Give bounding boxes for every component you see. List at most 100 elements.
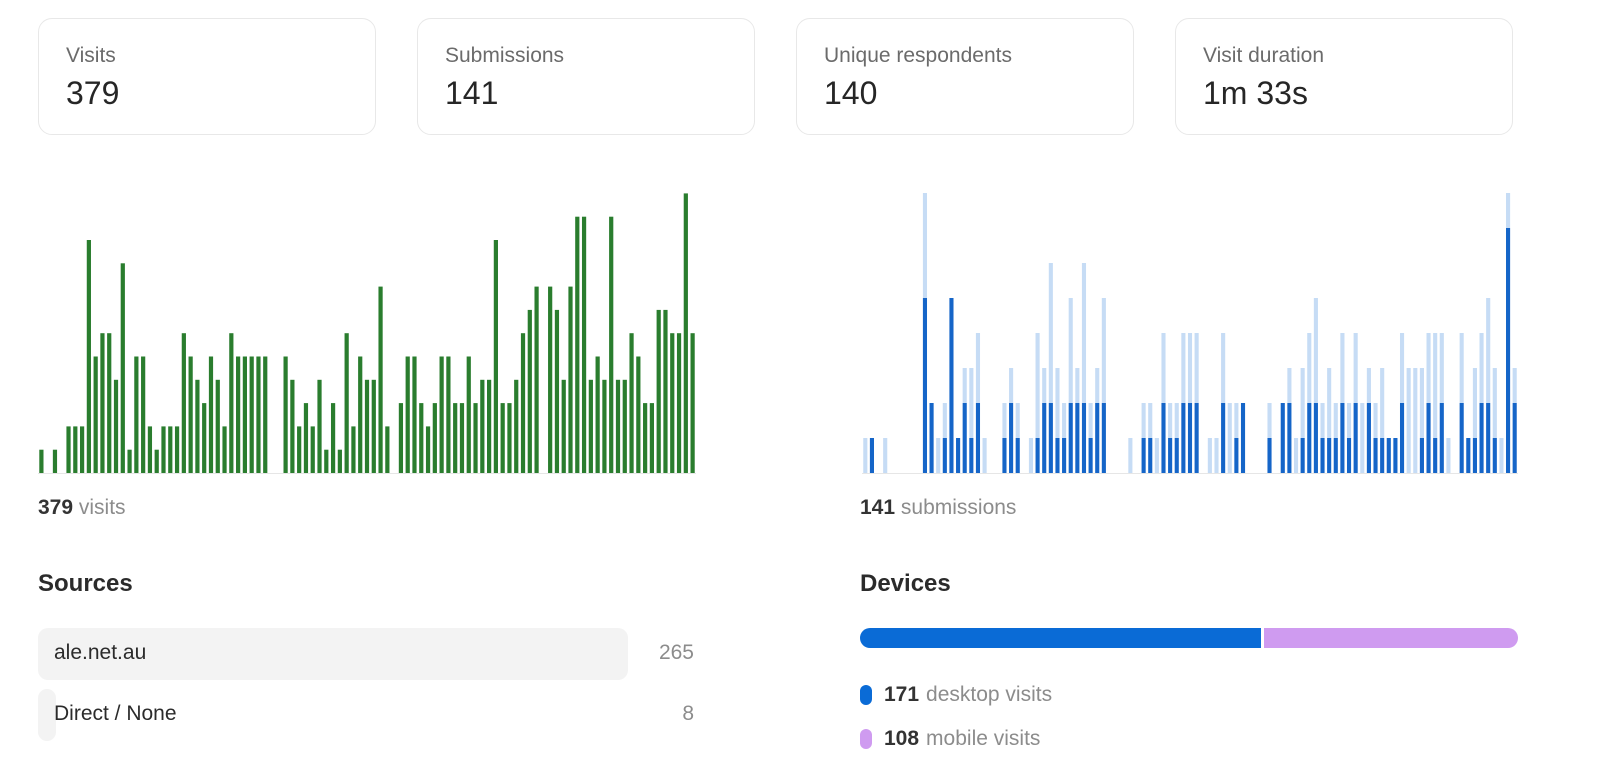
chart-bar [364, 379, 370, 473]
device-label: desktop visits [926, 683, 1053, 706]
chart-bar [1346, 438, 1352, 473]
visits-caption: 379 visits [38, 496, 126, 520]
chart-bar [1353, 403, 1358, 473]
device-label: mobile visits [926, 727, 1041, 750]
chart-bar [39, 449, 44, 473]
chart-bar [1287, 368, 1292, 403]
stat-value: 1m 33s [1203, 75, 1308, 111]
chart-bar [975, 333, 981, 403]
chart-bar [1499, 438, 1504, 473]
chart-bar [609, 216, 614, 473]
chart-bar [222, 426, 227, 473]
chart-bar [1446, 438, 1451, 473]
chart-bar [297, 426, 302, 473]
chart-bar [922, 298, 928, 473]
device-count: 171 [884, 683, 920, 706]
chart-bar [351, 426, 356, 473]
chart-bar [1048, 403, 1053, 473]
source-share-bar [38, 689, 56, 741]
chart-bar [1492, 368, 1497, 438]
chart-bar [93, 356, 98, 473]
chart-bar [1267, 438, 1272, 473]
chart-bar [446, 356, 451, 473]
chart-bar [439, 356, 444, 473]
chart-bar [676, 333, 682, 473]
chart-bar [1280, 403, 1285, 473]
source-share-bar [38, 628, 629, 680]
chart-bar [1333, 403, 1338, 438]
chart-bar [507, 403, 512, 473]
submissions-bar-chart [862, 193, 1518, 474]
chart-bar [1141, 438, 1146, 473]
chart-bar [398, 403, 404, 473]
chart-bar [1472, 368, 1477, 438]
stat-card-visit-duration: Visit duration 1m 33s [1175, 18, 1513, 135]
chart-bar [1181, 403, 1186, 473]
chart-bar [962, 368, 967, 403]
chart-bar [154, 449, 159, 473]
chart-bar [242, 356, 247, 473]
chart-bar [1035, 333, 1040, 438]
mobile-dot [860, 729, 872, 749]
chart-bar [581, 216, 587, 473]
chart-bar [1168, 438, 1173, 473]
desktop-dot [860, 685, 872, 705]
stat-value: 140 [824, 75, 878, 111]
chart-bar [1240, 403, 1246, 473]
chart-bar [942, 403, 947, 438]
chart-bar [602, 379, 607, 473]
chart-bar [1459, 333, 1464, 403]
chart-bar [1181, 333, 1186, 403]
source-count: 265 [658, 641, 694, 664]
submissions-caption: 141 submissions [860, 496, 1016, 520]
chart-bar [1300, 368, 1305, 438]
chart-bar [52, 449, 58, 473]
source-row[interactable]: Direct / None 8 [38, 689, 694, 741]
chart-bar [1313, 298, 1318, 403]
chart-bar [1486, 298, 1491, 403]
chart-bar [1300, 438, 1305, 473]
chart-bar [1101, 403, 1106, 473]
chart-bar [1101, 298, 1106, 403]
chart-bar [1194, 333, 1199, 403]
chart-bar [290, 379, 295, 473]
chart-bar [1174, 438, 1179, 473]
chart-bar [1009, 403, 1014, 473]
stat-card-submissions: Submissions 141 [417, 18, 755, 135]
chart-bar [310, 426, 315, 473]
chart-bar [527, 309, 532, 473]
stat-label: Visit duration [1203, 44, 1325, 67]
chart-bar [1234, 438, 1239, 473]
chart-bar [1439, 333, 1444, 403]
chart-bar [453, 403, 458, 473]
chart-bar [1095, 403, 1100, 473]
chart-bar [514, 379, 519, 473]
chart-bar [534, 286, 539, 473]
visits-caption-count: 379 [38, 496, 74, 519]
chart-bar [459, 403, 465, 473]
chart-bar [1459, 403, 1464, 473]
chart-bar [236, 356, 241, 473]
chart-bar [107, 333, 112, 473]
chart-bar [595, 356, 600, 473]
stat-card-unique-respondents: Unique respondents 140 [796, 18, 1134, 135]
chart-bar [622, 379, 627, 473]
chart-bar [588, 379, 593, 473]
chart-bar [554, 309, 560, 473]
chart-bar [656, 309, 661, 473]
source-name: ale.net.au [54, 641, 147, 664]
chart-bar [1194, 403, 1199, 473]
chart-bar [1439, 403, 1444, 473]
chart-bar [432, 403, 437, 473]
chart-bar [127, 449, 132, 473]
chart-bar [969, 438, 974, 473]
chart-bar [1081, 263, 1087, 403]
chart-bar [1287, 403, 1292, 473]
chart-bar [66, 426, 71, 473]
chart-bar [1506, 228, 1511, 473]
source-row[interactable]: ale.net.au 265 [38, 628, 694, 680]
chart-bar [147, 426, 153, 473]
chart-bar [358, 356, 363, 473]
chart-bar [929, 403, 934, 473]
stat-label: Submissions [445, 44, 565, 67]
